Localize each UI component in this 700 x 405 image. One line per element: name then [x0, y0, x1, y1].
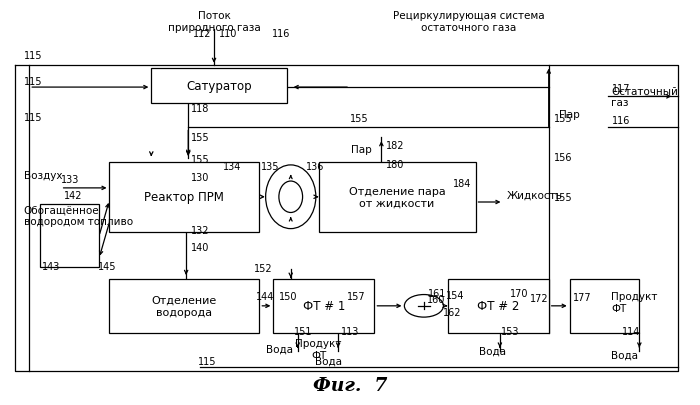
Text: Продукт
ФТ: Продукт ФТ — [612, 292, 658, 313]
Text: 156: 156 — [554, 153, 573, 163]
Text: 154: 154 — [445, 290, 464, 300]
Text: 145: 145 — [97, 262, 116, 272]
Text: 135: 135 — [262, 161, 280, 171]
Text: Поток
природного газа: Поток природного газа — [168, 11, 260, 33]
Text: 142: 142 — [64, 190, 83, 200]
Text: 140: 140 — [191, 243, 209, 253]
Text: 155: 155 — [350, 114, 369, 124]
Text: Вода: Вода — [612, 350, 638, 360]
Text: Остаточный
газ: Остаточный газ — [612, 86, 678, 108]
Text: 110: 110 — [219, 29, 237, 39]
Text: 117: 117 — [612, 84, 630, 94]
Text: 115: 115 — [24, 77, 42, 87]
Ellipse shape — [279, 181, 302, 213]
Text: Сатуратор: Сатуратор — [186, 80, 252, 93]
FancyBboxPatch shape — [109, 279, 260, 333]
Text: Пар: Пар — [351, 145, 372, 155]
Text: 114: 114 — [622, 326, 640, 336]
Text: Реактор ПРМ: Реактор ПРМ — [144, 191, 224, 204]
Text: 172: 172 — [530, 293, 549, 303]
FancyBboxPatch shape — [109, 162, 260, 232]
Text: 113: 113 — [341, 326, 359, 336]
Text: 180: 180 — [386, 160, 405, 170]
Text: 155: 155 — [191, 132, 210, 142]
Text: 116: 116 — [612, 116, 630, 126]
Text: 153: 153 — [500, 326, 519, 336]
Text: 157: 157 — [346, 291, 365, 301]
Text: ФТ # 2: ФТ # 2 — [477, 300, 519, 313]
Text: Жидкость: Жидкость — [507, 190, 563, 200]
FancyBboxPatch shape — [151, 68, 287, 104]
Text: Рециркулирующая система
остаточного газа: Рециркулирующая система остаточного газа — [393, 11, 545, 33]
Text: 143: 143 — [42, 262, 60, 272]
Text: 170: 170 — [510, 288, 529, 298]
Text: 152: 152 — [254, 263, 272, 273]
Text: Обогащённое
водородом топливо: Обогащённое водородом топливо — [24, 205, 133, 226]
FancyBboxPatch shape — [570, 279, 639, 333]
Text: 162: 162 — [442, 307, 461, 317]
Text: 161: 161 — [428, 288, 447, 298]
Text: 150: 150 — [279, 291, 298, 301]
FancyBboxPatch shape — [447, 279, 549, 333]
Text: 155: 155 — [191, 154, 210, 164]
Text: 155: 155 — [554, 192, 573, 202]
Text: 160: 160 — [427, 294, 445, 304]
Text: 112: 112 — [193, 29, 211, 39]
Text: 118: 118 — [191, 104, 209, 114]
Circle shape — [405, 295, 443, 318]
Text: 116: 116 — [272, 29, 290, 39]
Text: Продукт
ФТ: Продукт ФТ — [295, 339, 342, 360]
Text: 134: 134 — [223, 161, 242, 171]
Text: Воздух: Воздух — [24, 171, 62, 180]
Text: 115: 115 — [24, 113, 42, 123]
Ellipse shape — [265, 166, 316, 229]
Text: 151: 151 — [294, 326, 313, 336]
Text: 136: 136 — [306, 161, 324, 171]
Text: 133: 133 — [61, 175, 79, 184]
Text: 184: 184 — [453, 179, 472, 188]
FancyBboxPatch shape — [40, 205, 99, 267]
FancyBboxPatch shape — [273, 279, 374, 333]
Text: Отделение пара
от жидкости: Отделение пара от жидкости — [349, 187, 445, 208]
Text: Фиг.  7: Фиг. 7 — [313, 375, 387, 394]
Text: ФТ # 1: ФТ # 1 — [302, 300, 345, 313]
Text: Отделение
водорода: Отделение водорода — [152, 295, 217, 317]
Text: Пар: Пар — [559, 110, 580, 120]
Text: 144: 144 — [256, 291, 274, 301]
Text: 115: 115 — [198, 356, 216, 366]
Text: 182: 182 — [386, 141, 405, 151]
Text: Вода: Вода — [266, 343, 293, 353]
Text: 132: 132 — [191, 226, 209, 235]
Text: Вода: Вода — [479, 345, 506, 355]
Text: Вода: Вода — [315, 356, 342, 366]
Text: 130: 130 — [191, 173, 209, 182]
Text: 155: 155 — [554, 114, 573, 124]
Text: 115: 115 — [24, 51, 42, 61]
FancyBboxPatch shape — [318, 162, 475, 232]
Text: 177: 177 — [573, 292, 592, 302]
